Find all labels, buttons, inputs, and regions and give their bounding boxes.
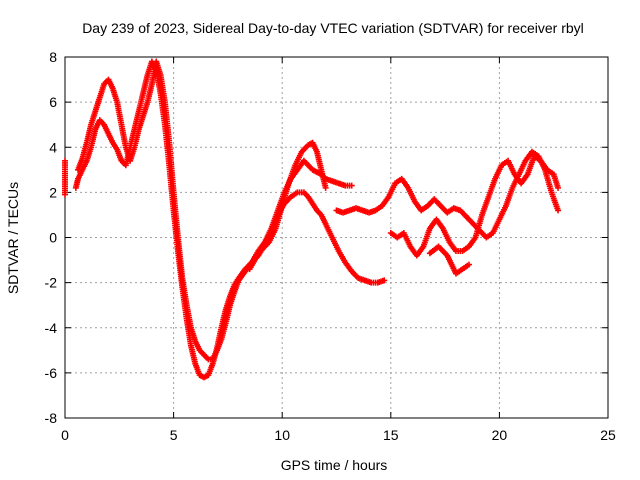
series-trace-a bbox=[62, 157, 68, 198]
data-series bbox=[62, 58, 562, 381]
chart-title: Day 239 of 2023, Sidereal Day-to-day VTE… bbox=[82, 20, 584, 36]
x-tick-label: 20 bbox=[492, 427, 508, 443]
y-axis-label: SDTVAR / TECUs bbox=[5, 182, 21, 294]
series-trace-g bbox=[426, 243, 472, 277]
data-point bbox=[555, 184, 562, 191]
series-trace-d bbox=[246, 139, 329, 273]
x-tick-label: 0 bbox=[61, 427, 69, 443]
y-tick-label: -4 bbox=[45, 320, 58, 336]
y-tick-label: 0 bbox=[49, 230, 57, 246]
data-point bbox=[465, 261, 472, 268]
x-axis-label: GPS time / hours bbox=[281, 457, 388, 473]
y-tick-label: 2 bbox=[49, 184, 57, 200]
data-point bbox=[381, 277, 388, 284]
y-tick-label: 6 bbox=[49, 94, 57, 110]
grid-lines bbox=[65, 57, 608, 418]
y-tick-label: -8 bbox=[45, 410, 58, 426]
data-point bbox=[348, 182, 355, 189]
y-tick-label: -2 bbox=[45, 275, 58, 291]
x-tick-label: 15 bbox=[383, 427, 399, 443]
series-trace-f bbox=[387, 153, 562, 259]
axis-ticks: 0 5 10 15 20 25 -8 -6 -4 -2 0 2 4 6 8 bbox=[45, 49, 616, 443]
y-tick-label: 4 bbox=[49, 139, 57, 155]
x-tick-label: 10 bbox=[274, 427, 290, 443]
y-tick-label: -6 bbox=[45, 365, 58, 381]
data-point bbox=[555, 207, 562, 214]
data-point bbox=[62, 191, 68, 198]
y-tick-label: 8 bbox=[49, 49, 57, 65]
series-trace-e bbox=[333, 148, 562, 241]
data-point bbox=[322, 184, 329, 191]
x-tick-label: 5 bbox=[170, 427, 178, 443]
series-trace-c bbox=[75, 58, 355, 363]
x-tick-label: 25 bbox=[600, 427, 616, 443]
